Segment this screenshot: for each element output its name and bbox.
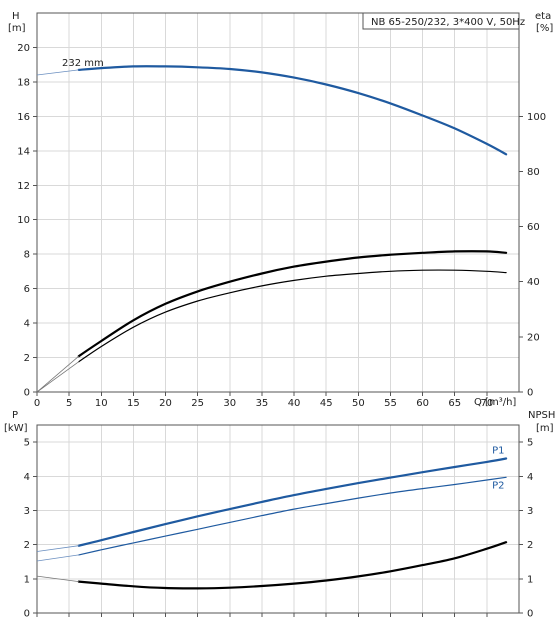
y-left-tick-label: 0 — [24, 609, 30, 620]
power-npsh-panel: 0 1 2 3 4 5 0 1 2 3 4 5 P1 P2 P [kW] NPSH [m] — [4, 410, 555, 620]
y-left-tick-label: 4 — [24, 472, 30, 483]
y-left-tick-label: 2 — [24, 540, 30, 551]
x-tick-label: 40 — [288, 398, 301, 409]
x-tick-label: 60 — [416, 398, 429, 409]
series-curve-2-line — [78, 269, 507, 363]
y-right-tick-label: 4 — [527, 472, 533, 483]
series-232-mm-line — [77, 65, 508, 156]
y-left-tick-label: 2 — [24, 353, 30, 364]
y-right-tick-label: 60 — [527, 222, 540, 233]
y-left-tick-label: 6 — [24, 284, 30, 295]
bottom-right-axis-label: NPSH — [528, 410, 555, 421]
y-left-tick-label: 10 — [17, 215, 30, 226]
series-curve-2-lead-in — [36, 361, 80, 393]
bottom-right-axis-unit: [m] — [536, 423, 554, 434]
series-p1-lead-in — [36, 545, 79, 552]
y-right-tick-label: 100 — [527, 112, 546, 123]
series-232-mm-lead-in — [36, 69, 79, 76]
top-right-axis-label: eta — [535, 11, 551, 22]
x-tick-label: 0 — [34, 398, 40, 409]
x-tick-label: 45 — [320, 398, 333, 409]
top-left-axis-unit: [m] — [8, 23, 26, 34]
y-right-tick-label: 20 — [527, 332, 540, 343]
y-right-tick-label: 2 — [527, 540, 533, 551]
top-grid — [37, 13, 519, 392]
y-right-tick-label: 1 — [527, 574, 533, 585]
x-tick-label: 25 — [191, 398, 204, 409]
y-left-tick-label: 0 — [24, 388, 30, 399]
series-curve-1-line — [77, 250, 508, 358]
head-efficiency-panel: 0 5 10 15 20 25 30 35 40 45 50 55 60 65 70 0 2 4 6 8 10 12 14 1… — [8, 11, 553, 409]
series-p2-label: P2 — [492, 480, 504, 491]
x-tick-label: 20 — [159, 398, 172, 409]
bottom-left-axis-unit: [kW] — [4, 423, 28, 434]
top-plot-frame — [36, 12, 520, 393]
y-right-tick-label: 3 — [527, 506, 533, 517]
x-tick-label: 50 — [352, 398, 365, 409]
y-left-tick-label: 1 — [24, 574, 30, 585]
bottom-ticks: 0 1 2 3 4 5 0 1 2 3 4 5 — [24, 438, 534, 620]
x-axis-label: Q [m³/h] — [474, 397, 516, 408]
x-tick-label: 5 — [66, 398, 72, 409]
y-left-tick-label: 20 — [17, 43, 30, 54]
y-right-tick-label: 5 — [527, 438, 533, 449]
y-left-tick-label: 5 — [24, 438, 30, 449]
y-right-tick-label: 80 — [527, 167, 540, 178]
series-curve-1-lead-in — [36, 355, 80, 393]
y-left-tick-label: 16 — [17, 112, 30, 123]
x-tick-label: 55 — [384, 398, 397, 409]
x-tick-label: 10 — [95, 398, 108, 409]
bottom-plot-frame — [36, 424, 520, 614]
top-right-axis-unit: [%] — [536, 23, 553, 34]
x-tick-label: 35 — [256, 398, 269, 409]
y-left-tick-label: 3 — [24, 506, 30, 517]
bottom-grid — [37, 425, 519, 613]
y-left-tick-label: 4 — [24, 319, 30, 330]
y-left-tick-label: 12 — [17, 181, 30, 192]
series-p2-line — [78, 476, 507, 556]
series-curve-2-line — [77, 541, 508, 590]
series-curve-2-lead-in — [36, 575, 79, 582]
top-ticks: 0 5 10 15 20 25 30 35 40 45 50 55 60 65 70 0 2 4 6 8 10 12 14 1… — [17, 43, 546, 409]
top-left-axis-label: H — [12, 11, 20, 22]
y-right-tick-label: 0 — [527, 609, 533, 620]
title-box: NB 65-250/232, 3*400 V, 50Hz — [362, 12, 525, 30]
y-right-tick-label: 40 — [527, 277, 540, 288]
series-p1-label: P1 — [492, 445, 504, 456]
y-left-tick-label: 8 — [24, 250, 30, 261]
y-left-tick-label: 18 — [17, 77, 30, 88]
series-p1-line — [77, 457, 508, 547]
x-tick-label: 30 — [223, 398, 236, 409]
bottom-series: P1 P2 — [36, 445, 508, 590]
series-232-mm-label: 232 mm — [62, 58, 104, 69]
y-right-tick-label: 0 — [527, 388, 533, 399]
bottom-left-axis-label: P — [12, 410, 18, 421]
x-tick-label: 65 — [448, 398, 461, 409]
x-tick-label: 70 — [480, 398, 493, 409]
chart-title: NB 65-250/232, 3*400 V, 50Hz — [371, 17, 525, 28]
x-tick-label: 15 — [127, 398, 140, 409]
series-p2-lead-in — [36, 554, 79, 562]
y-left-tick-label: 14 — [17, 146, 30, 157]
top-series: 232 mm — [36, 58, 508, 393]
